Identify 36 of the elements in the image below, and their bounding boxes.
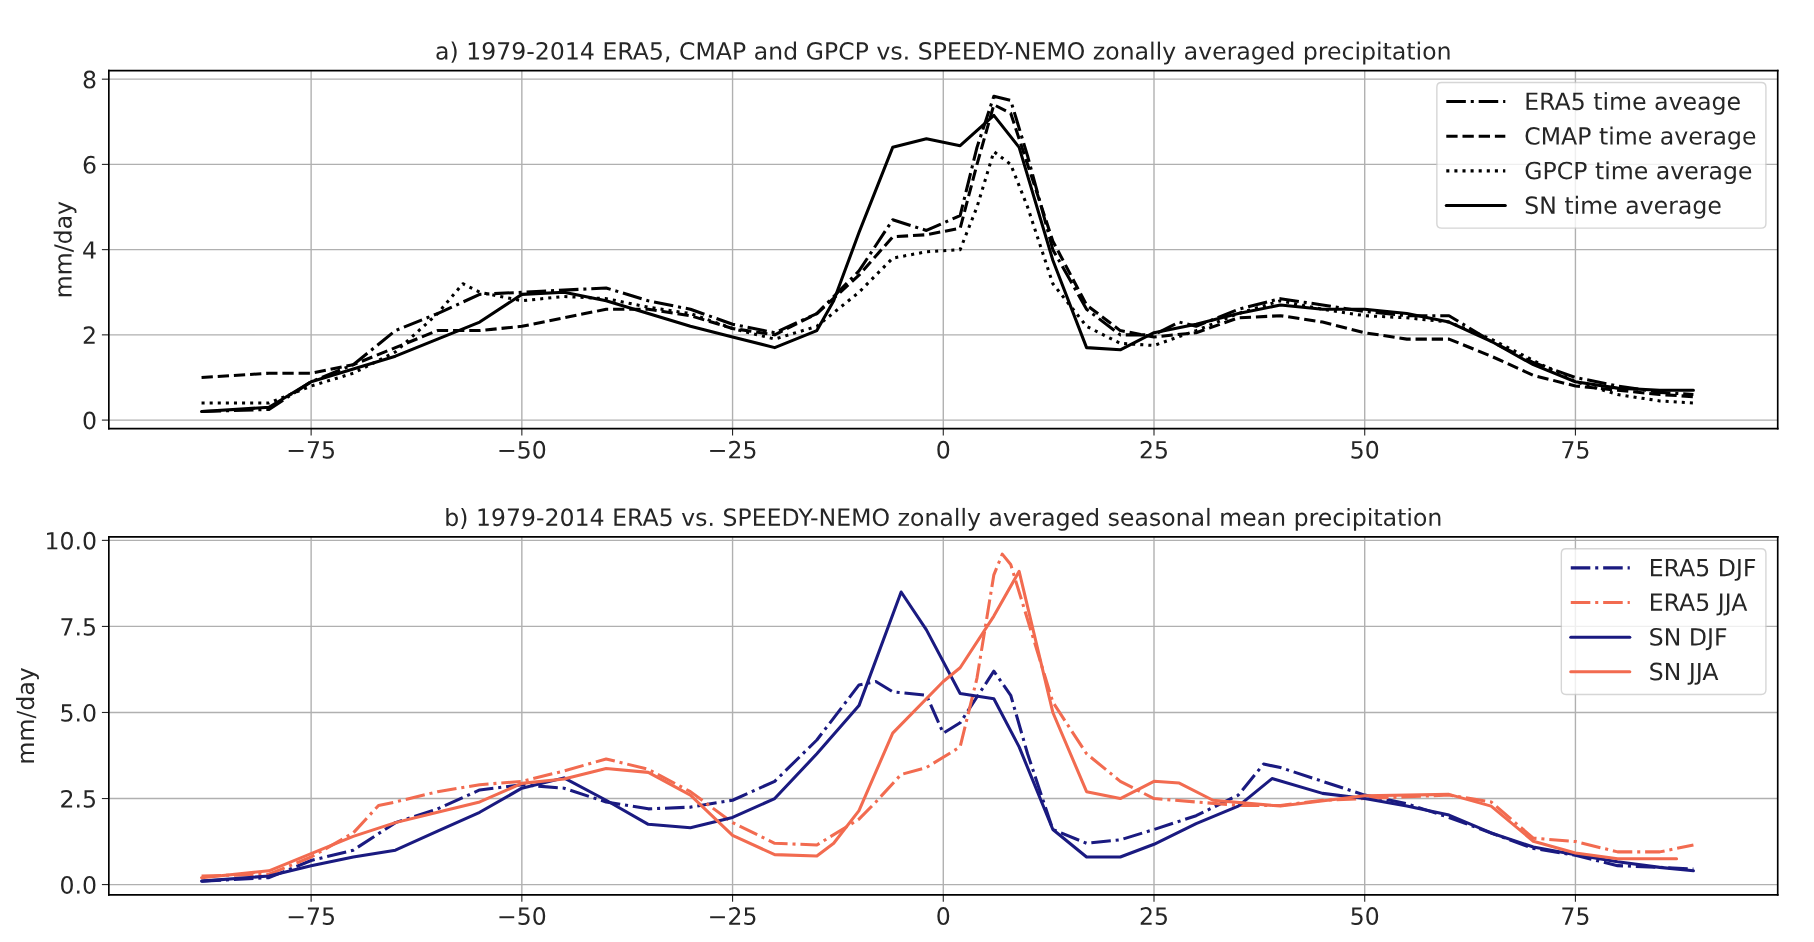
legend-label: SN JJA bbox=[1650, 662, 1719, 685]
y-tick-label: 2 bbox=[83, 326, 95, 344]
chart-title: b) 1979-2014 ERA5 vs. SPEEDY-NEMO zonally averaged seasonal mean precipitation bbox=[446, 507, 1441, 531]
x-tick-label: −25 bbox=[710, 440, 756, 459]
x-tick-label: 75 bbox=[1562, 441, 1589, 459]
x-tick-label: 25 bbox=[1140, 907, 1167, 925]
y-tick-label: 7.5 bbox=[61, 618, 95, 636]
x-tick-label: −75 bbox=[288, 441, 334, 459]
y-axis-title: mm/day bbox=[53, 201, 77, 297]
x-tick-label: −50 bbox=[499, 907, 546, 925]
y-tick-label: 2.5 bbox=[61, 789, 95, 808]
y-tick-label: 5.0 bbox=[61, 703, 96, 722]
x-tick-label: 50 bbox=[1351, 440, 1379, 459]
x-tick-label: 75 bbox=[1562, 907, 1589, 925]
y-tick-label: 8 bbox=[83, 70, 96, 89]
legend-label: CMAP time average bbox=[1525, 126, 1756, 150]
y-tick-label: 0 bbox=[83, 411, 96, 430]
legend-label: ERA5 DJF bbox=[1651, 558, 1756, 581]
x-tick-label: 0 bbox=[937, 907, 950, 925]
x-tick-label: 0 bbox=[937, 440, 950, 459]
y-axis-title: mm/day bbox=[16, 667, 39, 763]
y-tick-label: 6 bbox=[83, 155, 96, 174]
y-tick-label: 0.0 bbox=[61, 876, 96, 894]
x-tick-label: −25 bbox=[710, 907, 756, 925]
x-tick-label: −50 bbox=[499, 440, 546, 459]
legend-label: SN DJF bbox=[1650, 627, 1727, 651]
legend-label: SN time average bbox=[1525, 195, 1721, 219]
legend-label: ERA5 time aveage bbox=[1526, 91, 1740, 115]
legend-label: ERA5 JJA bbox=[1651, 593, 1748, 616]
x-tick-label: 50 bbox=[1351, 907, 1379, 925]
chart-title: a) 1979-2014 ERA5, CMAP and GPCP vs. SPEEDY-NEMO zonally averaged precipitation bbox=[436, 41, 1450, 65]
legend-label: GPCP time average bbox=[1525, 161, 1752, 185]
x-tick-label: 25 bbox=[1140, 440, 1167, 459]
y-tick-label: 10.0 bbox=[47, 531, 96, 550]
x-tick-label: −75 bbox=[288, 907, 334, 925]
y-tick-label: 4 bbox=[83, 241, 96, 259]
